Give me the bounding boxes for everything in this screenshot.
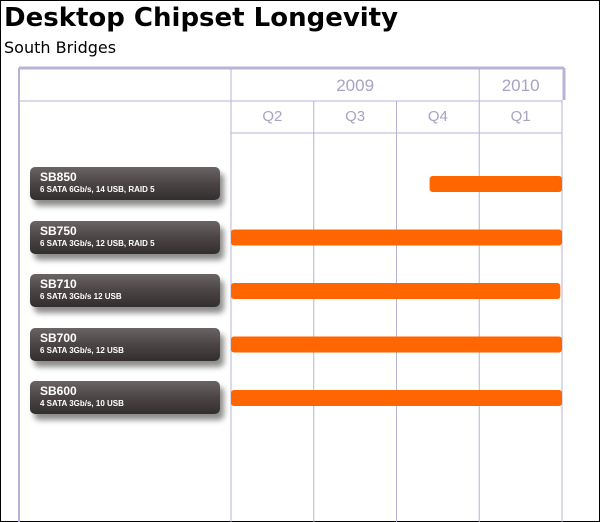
- chipset-name: SB750: [40, 223, 77, 238]
- chipset-name: SB850: [40, 170, 77, 184]
- timeline-bar: [231, 283, 561, 299]
- chipset-label: SB600 4 SATA 3Gb/s, 10 USB: [30, 381, 220, 414]
- chipset-spec: 4 SATA 3Gb/s, 10 USB: [40, 399, 124, 408]
- timeline-bar: [231, 336, 562, 353]
- year-label: 2010: [502, 76, 540, 95]
- chipset-spec: 6 SATA 6Gb/s, 14 USB, RAID 5: [40, 185, 155, 194]
- chipset-label: SB700 6 SATA 3Gb/s, 12 USB: [30, 327, 220, 361]
- chipset-label: SB850 6 SATA 6Gb/s, 14 USB, RAID 5: [30, 167, 220, 200]
- quarter-label: Q1: [511, 108, 531, 125]
- chipset-name: SB700: [40, 330, 77, 345]
- quarter-label: Q3: [345, 108, 365, 125]
- year-label: 2009: [336, 76, 374, 95]
- quarter-label: Q4: [428, 108, 448, 125]
- timeline-bar: [429, 176, 562, 192]
- chipset-spec: 6 SATA 3Gb/s 12 USB: [40, 292, 122, 301]
- quarter-label: Q2: [262, 108, 282, 125]
- chipset-label: SB750 6 SATA 3Gb/s, 12 USB, RAID 5: [30, 220, 220, 254]
- chipset-spec: 6 SATA 3Gb/s, 12 USB, RAID 5: [40, 238, 155, 248]
- chipset-spec: 6 SATA 3Gb/s, 12 USB: [40, 345, 124, 355]
- chart-subtitle: South Bridges: [4, 38, 117, 57]
- chipset-label: SB710 6 SATA 3Gb/s 12 USB: [30, 274, 220, 307]
- chipset-name: SB710: [40, 277, 77, 291]
- chipset-name: SB600: [40, 384, 77, 398]
- timeline-bar: [231, 229, 562, 246]
- chart-title: Desktop Chipset Longevity: [4, 3, 399, 33]
- timeline-bar: [231, 390, 562, 406]
